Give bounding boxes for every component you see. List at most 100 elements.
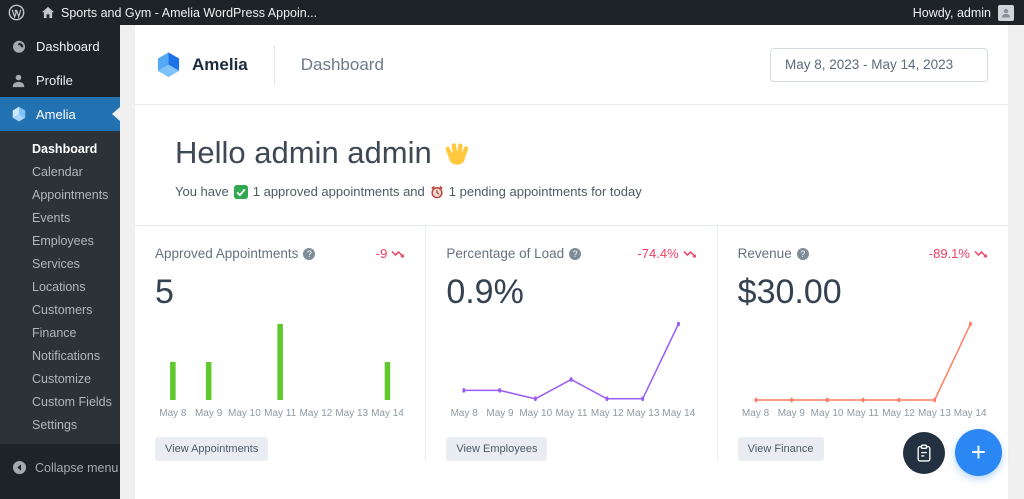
alarm-clock-icon (431, 185, 443, 198)
sidebar-submenu-item-customize[interactable]: Customize (32, 371, 92, 386)
home-icon (41, 6, 55, 19)
card-header: Revenue -89.1% (738, 246, 988, 261)
x-axis-label: May 12 (590, 408, 624, 419)
check-mark-icon (233, 184, 248, 199)
card-title: Approved Appointments (155, 246, 316, 261)
trend-down-icon (974, 250, 987, 258)
trend-value: -89.1% (928, 246, 970, 261)
sidebar-item-label: Profile (36, 72, 73, 88)
trend-value: -74.4% (637, 246, 679, 261)
wp-admin-bar: Sports and Gym - Amelia WordPress Appoin… (0, 0, 1024, 25)
dashboard-gauge-icon (10, 38, 27, 54)
sidebar-submenu-item-custom-fields[interactable]: Custom Fields (32, 394, 112, 409)
subtitle-text: You have (175, 184, 229, 199)
card-approved-appointments: Approved Appointments -9 5 (135, 226, 427, 461)
card-header: Percentage of Load -74.4% (446, 246, 696, 261)
trend-indicator: -74.4% (637, 246, 696, 261)
x-axis-label: May 8 (159, 408, 187, 419)
sidebar-submenu-item-locations[interactable]: Locations (32, 279, 86, 294)
user-avatar-icon (1001, 8, 1011, 17)
card-revenue: Revenue -89.1% $30.00 May (718, 226, 1008, 461)
collapse-arrow-icon (12, 460, 27, 475)
wordpress-logo-icon[interactable] (0, 0, 33, 25)
amelia-header: Amelia Dashboard (135, 25, 1008, 105)
x-axis-label: May 11 (846, 408, 879, 419)
card-header: Approved Appointments -9 (155, 246, 405, 261)
sidebar-submenu-item-dashboard[interactable]: Dashboard (32, 141, 98, 156)
x-axis-label: May 11 (555, 408, 588, 419)
x-axis-label: May 12 (299, 408, 333, 419)
x-axis-label: May 10 (519, 408, 553, 419)
x-axis-label: May 13 (335, 408, 369, 419)
sidebar-item-label: Dashboard (36, 38, 100, 54)
approved-appointments-chart (155, 318, 405, 406)
x-axis-label: May 14 (371, 408, 404, 419)
sidebar-submenu-item-services[interactable]: Services (32, 256, 80, 271)
help-icon[interactable] (303, 247, 316, 260)
card-title-text: Approved Appointments (155, 246, 299, 261)
x-axis-label: May 13 (626, 408, 660, 419)
main-content: Amelia Dashboard Hello admin admin (120, 25, 1024, 499)
notes-fab-button[interactable] (903, 432, 945, 474)
sidebar-submenu-item-events[interactable]: Events (32, 210, 71, 225)
amelia-logo-icon (10, 106, 27, 122)
x-axis-label: May 8 (741, 408, 770, 419)
help-icon[interactable] (569, 247, 582, 260)
greeting-section: Hello admin admin You have (135, 105, 1008, 226)
sidebar-item-dashboard[interactable]: Dashboard (0, 29, 120, 63)
sidebar-submenu-item-customers[interactable]: Customers (32, 302, 93, 317)
amelia-panel: Amelia Dashboard Hello admin admin (135, 25, 1008, 499)
avatar[interactable] (998, 4, 1014, 21)
sidebar-item-label: Amelia (36, 106, 76, 122)
wp-sidebar: Dashboard Profile Amelia Dashboar (0, 25, 120, 499)
greeting-subtitle: You have 1 approved appointments and 1 p… (175, 184, 968, 199)
site-menu[interactable]: Sports and Gym - Amelia WordPress Appoin… (33, 0, 325, 25)
x-axis-label: May 11 (264, 408, 297, 419)
stats-cards-row: Approved Appointments -9 5 (135, 226, 1008, 461)
header-divider (273, 44, 275, 85)
card-title-text: Revenue (737, 246, 792, 261)
brand-name: Amelia (192, 54, 248, 74)
x-axis-label: May 9 (486, 408, 514, 419)
collapse-menu-button[interactable]: Collapse menu (12, 460, 118, 475)
amelia-submenu: Dashboard Calendar Appointments Events Emplo… (0, 131, 120, 444)
sidebar-item-amelia[interactable]: Amelia (0, 97, 120, 131)
x-axis-label: May 14 (953, 408, 987, 419)
amelia-brand: Amelia (155, 51, 248, 78)
card-value: 5 (155, 273, 174, 311)
greeting-text: Hello admin admin (175, 135, 432, 170)
x-axis-label: May 8 (450, 408, 478, 419)
trend-down-icon (683, 250, 696, 258)
view-employees-button[interactable]: View Employees (446, 437, 548, 461)
sidebar-submenu-item-settings[interactable]: Settings (32, 417, 78, 432)
page-title: Dashboard (300, 54, 384, 74)
site-title: Sports and Gym - Amelia WordPress Appoin… (61, 5, 318, 20)
sidebar-item-profile[interactable]: Profile (0, 63, 120, 97)
date-range-picker[interactable] (770, 47, 988, 82)
view-finance-button[interactable]: View Finance (737, 437, 824, 461)
user-icon (10, 73, 27, 88)
card-title-text: Percentage of Load (446, 246, 565, 261)
sidebar-submenu-item-calendar[interactable]: Calendar (32, 164, 83, 179)
plus-icon: + (970, 436, 987, 467)
x-axis-labels: May 8 May 9 May 10 May 11 May 12 May 13 May 14 (446, 408, 696, 424)
selected-item-notch (112, 107, 120, 121)
view-appointments-button[interactable]: View Appointments (155, 437, 269, 461)
sidebar-submenu-item-finance[interactable]: Finance (32, 325, 77, 340)
sidebar-submenu-item-employees[interactable]: Employees (32, 233, 94, 248)
card-value: 0.9% (446, 273, 524, 311)
trend-indicator: -9 (376, 246, 406, 261)
trend-indicator: -89.1% (929, 246, 988, 261)
howdy-label[interactable]: Howdy, admin (912, 5, 991, 20)
trend-down-icon (391, 250, 405, 258)
x-axis-label: May 14 (662, 408, 696, 419)
sidebar-submenu-item-appointments[interactable]: Appointments (32, 187, 109, 202)
card-title: Percentage of Load (446, 246, 582, 261)
add-new-fab-button[interactable]: + (955, 429, 1002, 476)
sidebar-submenu-item-notifications[interactable]: Notifications (32, 348, 101, 363)
wordpress-logo-icon (8, 4, 25, 21)
greeting-title: Hello admin admin (175, 135, 968, 171)
waving-hand-icon (445, 143, 468, 165)
help-icon[interactable] (796, 247, 809, 260)
